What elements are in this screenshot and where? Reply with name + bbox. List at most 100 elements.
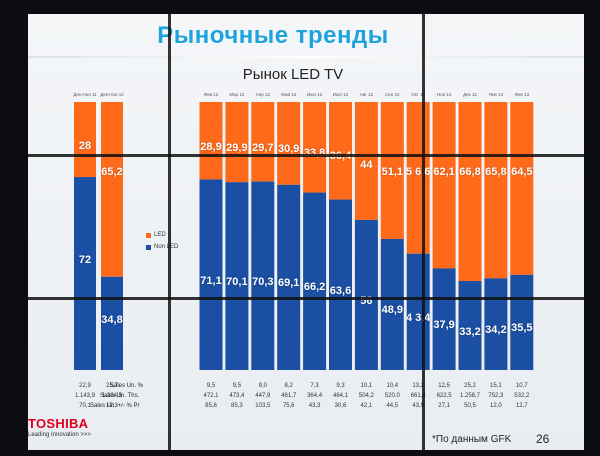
cell-sales-pct-2: 9,5 <box>206 383 216 389</box>
cell-sales-ths-0: 1.143,9 <box>74 393 96 399</box>
cell-sales-chg-0: 70,1 <box>79 403 91 409</box>
bar-label-non-led-9: 48,9 <box>381 304 404 317</box>
bar-label-led-11: 62,1 <box>433 166 455 178</box>
cell-sales-pct-6: 7,3 <box>310 383 319 389</box>
bar-label-led-8: 44 <box>360 159 373 172</box>
cell-sales-pct-1: 25,7 <box>106 383 118 389</box>
bar-label-non-led-11: 37,9 <box>433 319 455 332</box>
legend-item-led: LED <box>146 232 178 238</box>
bar-led-2 <box>199 102 223 180</box>
bar-led-6 <box>303 102 327 193</box>
bar-non-led-6 <box>303 192 327 370</box>
chart-legend: LED Non LED <box>146 232 178 256</box>
period-label-3: Мар 12 <box>229 92 245 97</box>
cell-sales-ths-12: 1.258,7 <box>459 393 481 399</box>
slide-title: Рыночные тренды <box>157 22 389 49</box>
cell-sales-pct-13: 15,1 <box>490 383 502 389</box>
bar-non-led-5 <box>277 184 301 370</box>
cell-sales-pct-8: 10,1 <box>360 383 373 389</box>
bar-led-8 <box>354 102 378 220</box>
bar-label-non-led-12: 33,2 <box>459 325 481 338</box>
period-label-1: Дек-Ноя 12 <box>100 92 124 97</box>
bar-label-non-led-4: 70,3 <box>252 275 274 288</box>
bar-non-led-9 <box>380 238 404 370</box>
bar-label-non-led-2: 71,1 <box>200 274 222 287</box>
chart-svg <box>74 102 534 370</box>
cell-sales-chg-7: 30,6 <box>334 403 347 409</box>
display-bezel <box>28 297 584 300</box>
cell-sales-ths-5: 461,7 <box>281 393 297 399</box>
cell-sales-pct-0: 22,9 <box>79 383 91 389</box>
period-label-7: Июл 12 <box>332 92 349 97</box>
bar-label-led-10: 5 6,6 <box>405 166 431 178</box>
cell-sales-ths-9: 520,0 <box>384 393 400 399</box>
bar-non-led-7 <box>329 199 352 370</box>
legend-swatch-non-led <box>146 244 151 250</box>
cell-sales-chg-11: 27,1 <box>438 403 450 409</box>
display-bezel <box>168 14 171 450</box>
bar-non-led-2 <box>199 179 223 370</box>
bar-label-non-led-7: 63,6 <box>329 284 352 297</box>
period-label-14: Фев 13 <box>514 92 530 97</box>
cell-sales-ths-10: 661,4 <box>410 393 426 399</box>
cell-sales-pct-3: 9,5 <box>232 383 242 389</box>
cell-sales-pct-5: 8,2 <box>284 383 293 389</box>
cell-sales-pct-4: 9,0 <box>258 383 267 389</box>
cell-sales-chg-9: 44,5 <box>386 403 399 409</box>
bar-non-led-1 <box>101 276 123 370</box>
cell-sales-pct-14: 10,7 <box>515 383 528 389</box>
bar-label-led-2: 28,9 <box>200 140 222 153</box>
cell-sales-ths-7: 464,1 <box>332 393 349 399</box>
cell-sales-chg-10: 43,9 <box>412 403 425 409</box>
bar-non-led-13 <box>484 278 508 370</box>
period-label-2: Фев 12 <box>203 92 219 97</box>
logo-tagline: Leading Innovation >>> <box>28 432 91 438</box>
bar-led-0 <box>74 102 96 178</box>
page-number: 26 <box>536 432 550 446</box>
cell-sales-pct-9: 10,4 <box>386 383 399 389</box>
bar-led-5 <box>277 102 301 185</box>
bar-label-non-led-5: 69,1 <box>277 277 300 290</box>
cell-sales-ths-8: 504,2 <box>358 393 374 399</box>
cell-sales-pct-11: 12,5 <box>438 383 450 389</box>
bar-label-non-led-13: 34,2 <box>485 324 507 337</box>
cell-sales-chg-6: 43,3 <box>308 403 321 409</box>
period-label-6: Июн 12 <box>306 92 323 97</box>
cell-sales-chg-13: 12,0 <box>490 403 502 409</box>
row-label-sales-pct: Sales Un. % <box>110 383 144 389</box>
cell-sales-chg-14: 12,7 <box>515 403 528 409</box>
period-label-11: Ноя 12 <box>436 92 452 97</box>
period-label-9: Сен 12 <box>385 92 400 97</box>
cell-sales-pct-12: 25,2 <box>464 383 476 389</box>
bar-label-non-led-1: 34,8 <box>101 314 123 327</box>
bar-label-led-5: 30,9 <box>277 143 300 156</box>
bar-led-12 <box>458 102 482 282</box>
legend-item-non-led: Non LED <box>146 244 178 250</box>
title-divider <box>28 56 584 58</box>
cell-sales-ths-6: 364,4 <box>307 393 323 399</box>
cell-sales-ths-2: 472,1 <box>203 393 219 399</box>
legend-swatch-led <box>146 232 151 238</box>
cell-sales-ths-13: 752,3 <box>488 393 504 399</box>
bar-label-led-3: 29,9 <box>226 142 248 155</box>
cell-sales-chg-4: 103,5 <box>255 403 271 409</box>
cell-sales-chg-1: 12,3 <box>106 403 118 409</box>
cell-sales-pct-7: 9,3 <box>336 383 345 389</box>
bar-non-led-11 <box>432 268 456 370</box>
bar-label-non-led-10: 4 3,4 <box>405 311 431 324</box>
cell-sales-chg-2: 85,6 <box>205 403 217 409</box>
chart-subtitle: Рынок LED TV <box>242 66 344 83</box>
bar-label-led-13: 65,8 <box>485 166 507 178</box>
bar-led-7 <box>329 102 352 200</box>
display-bezel <box>422 14 425 450</box>
cell-sales-chg-12: 50,5 <box>464 403 476 409</box>
cell-sales-ths-3: 473,4 <box>229 393 245 399</box>
led-tv-market-chart: 28 72 Дек-Ноя 11 22,9 1.143,9 70,1 65,2 34,8 Дек… <box>28 14 584 450</box>
source-footnote: *По данным GFK <box>432 434 512 445</box>
cell-sales-pct-10: 13,2 <box>412 383 425 389</box>
period-label-4: Апр 12 <box>255 92 270 97</box>
bar-non-led-12 <box>458 281 482 370</box>
cell-sales-chg-8: 42,1 <box>360 403 373 409</box>
bar-label-non-led-14: 35,5 <box>511 322 533 335</box>
bar-led-9 <box>380 102 404 239</box>
